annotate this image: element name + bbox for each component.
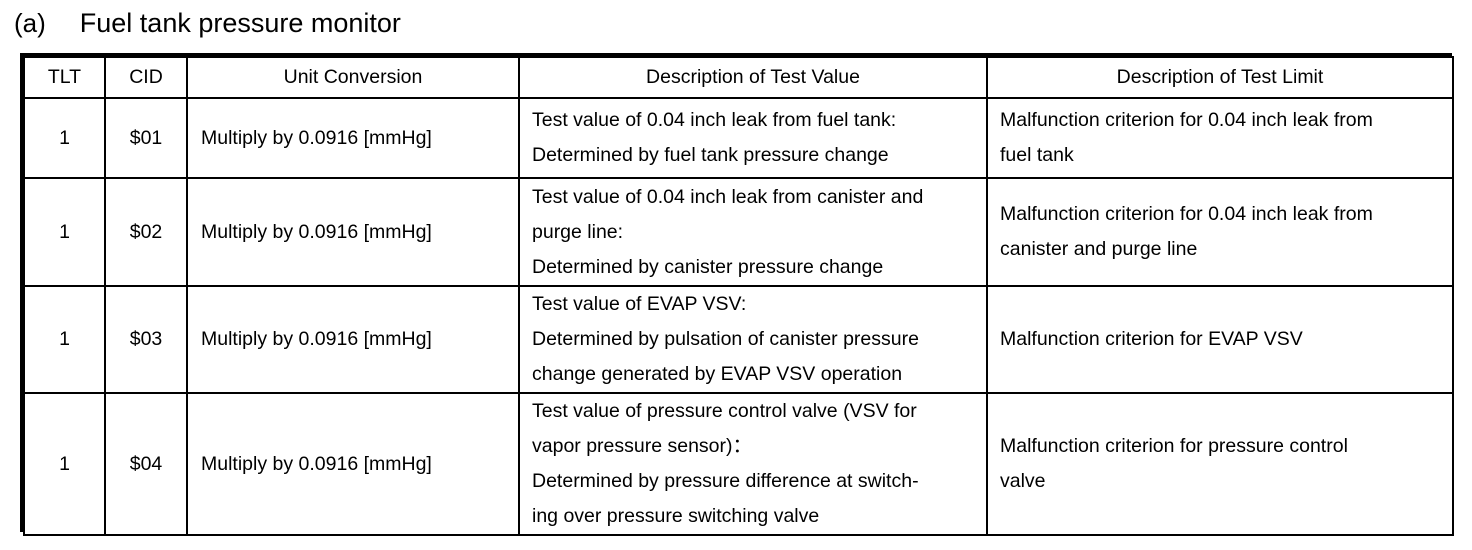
cell-tlt-text: 1 <box>59 328 70 350</box>
cell-test-limit: Malfunction criterion for EVAP VSV <box>986 285 1454 394</box>
cell-tlt-text: 1 <box>59 126 70 149</box>
column-header-cid: CID <box>104 56 188 99</box>
cell-tlt: 1 <box>23 97 106 179</box>
table-body: 1 $01 Multiply by 0.0916 [mmHg] Test val… <box>23 97 1454 536</box>
text-line: purge line: <box>532 220 624 243</box>
table-row: 1 $04 Multiply by 0.0916 [mmHg] Test val… <box>23 392 1454 536</box>
cell-unit-conversion: Multiply by 0.0916 [mmHg] <box>186 285 520 394</box>
text-line: canister and purge line <box>1000 238 1198 260</box>
cell-cid: $02 <box>104 177 188 287</box>
cell-test-value-text: Test value of 0.04 inch leak from canist… <box>520 180 986 285</box>
cell-test-value: Test value of 0.04 inch leak from fuel t… <box>518 97 988 179</box>
cell-test-value-text: Test value of 0.04 inch leak from fuel t… <box>520 103 986 173</box>
text-line: fuel tank <box>1000 144 1074 166</box>
caption-label: (a) <box>14 8 46 38</box>
text-line: change generated by EVAP VSV operation <box>532 363 903 385</box>
text-line: ing over pressure switching valve <box>532 505 820 527</box>
cell-test-limit-text: Malfunction criterion for EVAP VSV <box>988 322 1452 357</box>
data-table: TLT CID Unit Conversion Description of T… <box>23 56 1454 536</box>
column-header-test-value-label: Description of Test Value <box>646 66 860 88</box>
text-line: Test value of 0.04 inch leak from fuel t… <box>532 109 897 131</box>
cell-test-value: Test value of pressure control valve (VS… <box>518 392 988 536</box>
text-line: Test value of pressure control valve (VS… <box>532 400 917 422</box>
caption-title: Fuel tank pressure monitor <box>79 8 401 38</box>
cell-cid-text: $01 <box>129 126 163 149</box>
column-header-cid-label: CID <box>129 66 163 88</box>
text-line: Determined by fuel tank pressure change <box>532 144 889 166</box>
cell-unit-conversion: Multiply by 0.0916 [mmHg] <box>186 97 520 179</box>
text-line: Malfunction criterion for pressure contr… <box>1000 435 1348 457</box>
text-line: Test value of EVAP VSV: <box>532 293 747 315</box>
cell-cid-text: $04 <box>129 452 163 475</box>
column-header-test-limit: Description of Test Limit <box>986 56 1454 99</box>
column-header-test-limit-label: Description of Test Limit <box>1116 66 1324 88</box>
cell-cid: $03 <box>104 285 188 394</box>
cell-unit-conversion: Multiply by 0.0916 [mmHg] <box>186 177 520 287</box>
cell-tlt: 1 <box>23 392 106 536</box>
cell-cid-text: $03 <box>129 328 163 350</box>
cell-tlt-text: 1 <box>59 220 70 243</box>
table-header: TLT CID Unit Conversion Description of T… <box>23 56 1454 99</box>
cell-test-limit-text: Malfunction criterion for pressure contr… <box>988 429 1452 499</box>
cell-tlt: 1 <box>23 177 106 287</box>
column-header-test-value: Description of Test Value <box>518 56 988 99</box>
column-header-unit-conversion: Unit Conversion <box>186 56 520 99</box>
text-line: Malfunction criterion for 0.04 inch leak… <box>1000 109 1373 131</box>
text-line: Determined by pressure difference at swi… <box>532 470 919 492</box>
cell-unit-conversion-text: Multiply by 0.0916 [mmHg] <box>201 452 432 475</box>
cell-unit-conversion-text: Multiply by 0.0916 [mmHg] <box>201 328 432 350</box>
cell-test-value: Test value of 0.04 inch leak from canist… <box>518 177 988 287</box>
cell-unit-conversion-text: Multiply by 0.0916 [mmHg] <box>201 126 432 149</box>
column-header-tlt-label: TLT <box>47 66 82 88</box>
cell-test-limit-text: Malfunction criterion for 0.04 inch leak… <box>988 197 1452 267</box>
text-line: Malfunction criterion for 0.04 inch leak… <box>1000 203 1373 225</box>
cell-test-limit-text: Malfunction criterion for 0.04 inch leak… <box>988 103 1452 173</box>
figure-caption: (a) Fuel tank pressure monitor <box>14 3 401 43</box>
cell-cid: $01 <box>104 97 188 179</box>
cell-test-value-text: Test value of EVAP VSV: Determined by pu… <box>520 287 986 392</box>
cell-test-value-text: Test value of pressure control valve (VS… <box>520 394 986 534</box>
table-row: 1 $03 Multiply by 0.0916 [mmHg] Test val… <box>23 285 1454 394</box>
cell-test-value: Test value of EVAP VSV: Determined by pu… <box>518 285 988 394</box>
column-header-tlt: TLT <box>23 56 106 99</box>
table-row: 1 $01 Multiply by 0.0916 [mmHg] Test val… <box>23 97 1454 179</box>
cell-cid-text: $02 <box>129 220 163 243</box>
cell-unit-conversion-text: Multiply by 0.0916 [mmHg] <box>201 220 432 243</box>
text-line: Determined by pulsation of canister pres… <box>532 328 919 350</box>
cell-unit-conversion: Multiply by 0.0916 [mmHg] <box>186 392 520 536</box>
text-line: Determined by canister pressure change <box>532 255 884 278</box>
text-line: Malfunction criterion for EVAP VSV <box>1000 328 1303 350</box>
text-line: Test value of 0.04 inch leak from canist… <box>532 185 924 208</box>
cell-test-limit: Malfunction criterion for 0.04 inch leak… <box>986 177 1454 287</box>
text-line: vapor pressure sensor)： <box>532 435 753 457</box>
cell-test-limit: Malfunction criterion for 0.04 inch leak… <box>986 97 1454 179</box>
table-row: 1 $02 Multiply by 0.0916 [mmHg] Test val… <box>23 177 1454 287</box>
text-line: valve <box>1000 470 1046 492</box>
data-table-container: TLT CID Unit Conversion Description of T… <box>20 53 1454 536</box>
table-header-row: TLT CID Unit Conversion Description of T… <box>23 56 1454 99</box>
cell-tlt: 1 <box>23 285 106 394</box>
cell-test-limit: Malfunction criterion for pressure contr… <box>986 392 1454 536</box>
cell-cid: $04 <box>104 392 188 536</box>
cell-tlt-text: 1 <box>59 452 70 475</box>
column-header-unit-conversion-label: Unit Conversion <box>283 66 423 88</box>
